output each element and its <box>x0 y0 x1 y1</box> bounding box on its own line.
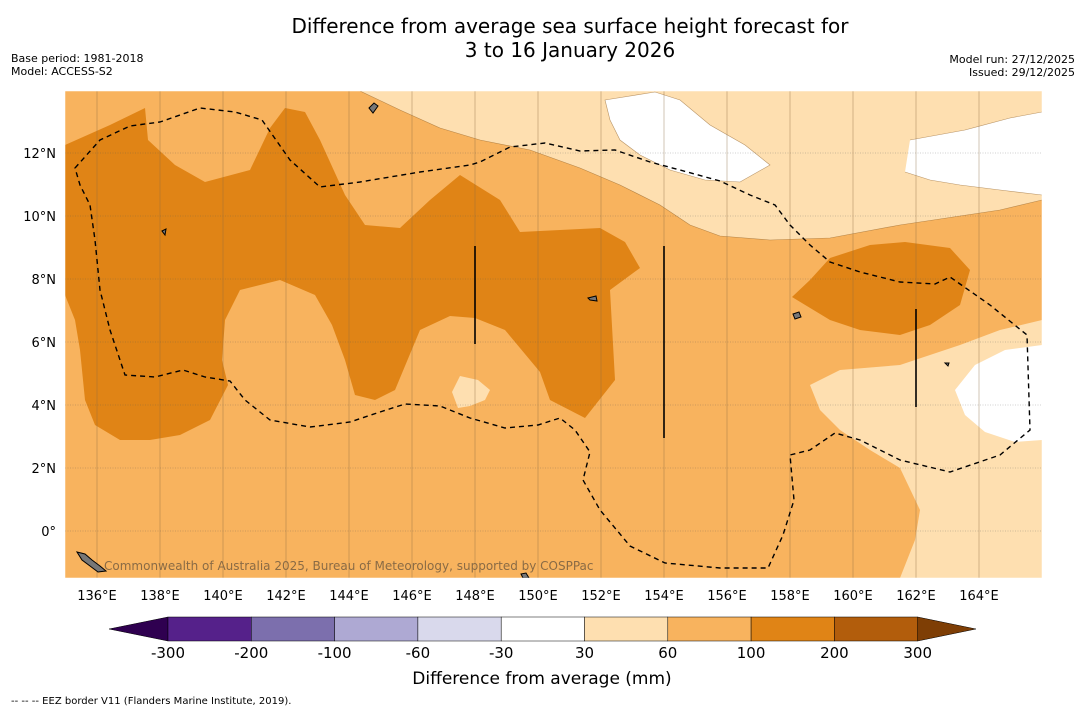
colorbar-swatch <box>834 616 918 642</box>
region-neutral-northeast <box>905 112 1042 195</box>
lon-tick-label: 158°E <box>770 589 810 604</box>
colorbar-label: -30 <box>489 644 514 662</box>
lat-tick-label: 12°N <box>23 147 56 162</box>
colorbar-swatch <box>417 616 502 642</box>
eez-legend-note: -- -- -- EEZ border V11 (Flanders Marine… <box>11 696 292 707</box>
island-kosrae <box>943 362 950 367</box>
colorbar-swatch <box>251 616 335 642</box>
lat-tick-label: 10°N <box>23 210 56 225</box>
lon-tick-label: 136°E <box>77 589 117 604</box>
model-run-label: Model run: 27/12/2025 <box>949 53 1075 66</box>
lon-tick-label: 144°E <box>329 589 369 604</box>
map-panel: Commonwealth of Australia 2025, Bureau o… <box>65 91 1042 578</box>
gridlines <box>65 152 1042 532</box>
model-label: Model: ACCESS-S2 <box>11 65 113 78</box>
colorbar-label: 60 <box>658 644 677 662</box>
base-period-label: Base period: 1981-2018 <box>11 52 144 65</box>
island-south <box>520 572 530 578</box>
colorbar-label: 30 <box>575 644 594 662</box>
lon-tick-label: 146°E <box>392 589 432 604</box>
map-title: Difference from average sea surface heig… <box>0 14 1085 62</box>
lon-tick-label: 138°E <box>140 589 180 604</box>
colorbar-swatch <box>334 616 419 642</box>
eez-border-palau-fsm-west <box>74 107 1031 569</box>
lon-tick-label: 164°E <box>959 589 999 604</box>
lat-tick-label: 6°N <box>32 336 57 351</box>
contour-lines <box>359 91 1042 241</box>
colorbar-label: -200 <box>234 644 268 662</box>
colorbar-over-arrow <box>917 616 977 642</box>
lon-tick-label: 160°E <box>833 589 873 604</box>
colorbar-swatch <box>500 616 585 642</box>
attribution-text: Commonwealth of Australia 2025, Bureau o… <box>104 559 594 573</box>
title-line-2: 3 to 16 January 2026 <box>464 38 676 62</box>
issued-label: Issued: 29/12/2025 <box>968 66 1075 79</box>
lon-tick-label: 140°E <box>203 589 243 604</box>
map-frame <box>64 90 1043 579</box>
region-neutral-east <box>955 345 1042 442</box>
region-100-200-west <box>65 108 640 440</box>
lon-tick-label: 162°E <box>896 589 936 604</box>
lat-tick-label: 8°N <box>32 273 57 288</box>
colorbar-label: -100 <box>318 644 352 662</box>
colorbar-label: 100 <box>737 644 766 662</box>
lat-tick-label: 4°N <box>32 399 57 414</box>
colorbar-label: 200 <box>820 644 849 662</box>
colorbar-swatch <box>750 616 835 642</box>
island-palau <box>75 551 108 573</box>
solid-meridian-segments <box>474 246 917 438</box>
colorbar-under-arrow <box>108 616 169 642</box>
lon-tick-label: 150°E <box>518 589 558 604</box>
lat-tick-labels: 12°N 10°N 8°N 6°N 4°N 2°N 0° <box>23 147 56 540</box>
island-yap <box>161 228 167 237</box>
meta-left: Base period: 1981-2018 Model: ACCESS-S2 <box>11 52 143 78</box>
colorbar: -300 -200 -100 -60 -30 30 60 100 200 300… <box>108 616 977 689</box>
colorbar-swatch <box>667 616 752 642</box>
colorbar-title: Difference from average (mm) <box>412 669 671 689</box>
lon-tick-label: 142°E <box>266 589 306 604</box>
region-30-60-small <box>452 376 490 408</box>
lat-tick-label: 2°N <box>32 462 57 477</box>
colorbar-label: -300 <box>151 644 185 662</box>
islands <box>75 102 950 578</box>
colorbar-label: 300 <box>903 644 932 662</box>
colorbar-label: -60 <box>406 644 431 662</box>
lon-tick-label: 154°E <box>644 589 684 604</box>
eez-borders <box>74 107 1031 569</box>
island-pohnpei <box>792 311 802 320</box>
lon-tick-label: 152°E <box>581 589 621 604</box>
colorbar-swatch <box>167 616 252 642</box>
lat-tick-label: 0° <box>41 525 56 540</box>
meta-right: Model run: 27/12/2025 Issued: 29/12/2025 <box>949 53 1075 79</box>
title-line-1: Difference from average sea surface heig… <box>291 14 849 38</box>
island-north <box>368 102 379 114</box>
lon-tick-label: 148°E <box>455 589 495 604</box>
island-chuuk <box>587 295 598 302</box>
colorbar-swatch <box>584 616 669 642</box>
region-neutral-north <box>605 92 770 182</box>
region-100-200-east <box>792 242 970 335</box>
lon-tick-label: 156°E <box>707 589 747 604</box>
lon-tick-labels: 136°E 138°E 140°E 142°E 144°E 146°E 148°… <box>77 589 999 604</box>
